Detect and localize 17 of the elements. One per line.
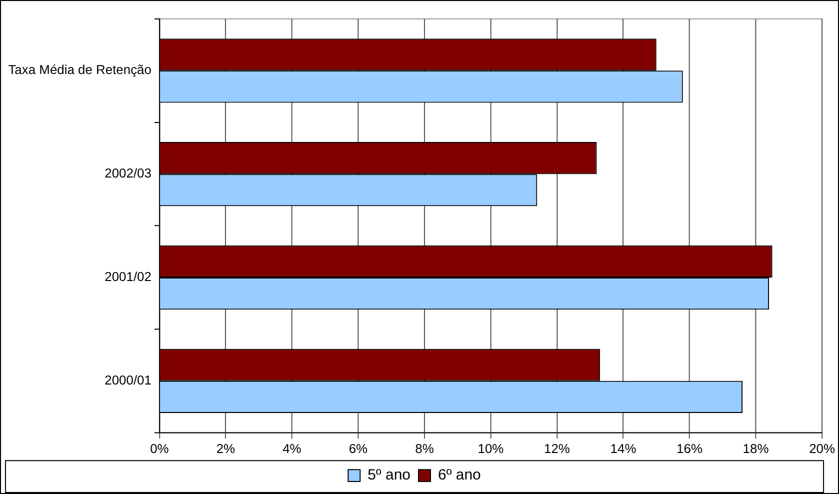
x-tick-label: 12% <box>544 440 570 456</box>
x-tick-label: 16% <box>676 440 703 456</box>
x-tick-label: 6% <box>348 440 368 456</box>
x-tick-label: 20% <box>809 440 836 456</box>
x-tick-label: 10% <box>478 440 504 456</box>
legend-label: 6º ano <box>438 466 481 484</box>
x-tick-label: 18% <box>742 440 770 456</box>
x-tick-label: 0% <box>150 440 170 456</box>
y-tick-label: 2002/03 <box>104 166 152 181</box>
x-tick-label: 8% <box>415 440 434 456</box>
x-tick-label: 14% <box>610 440 637 456</box>
x-tick-label: 4% <box>282 440 302 456</box>
legend-label: 5º ano <box>368 466 410 484</box>
y-tick-label: Taxa Média de Retenção <box>8 62 152 78</box>
x-tick-label: 2% <box>216 440 236 456</box>
y-tick-label: 2000/01 <box>104 372 152 388</box>
y-tick-label: 2001/02 <box>104 269 152 284</box>
